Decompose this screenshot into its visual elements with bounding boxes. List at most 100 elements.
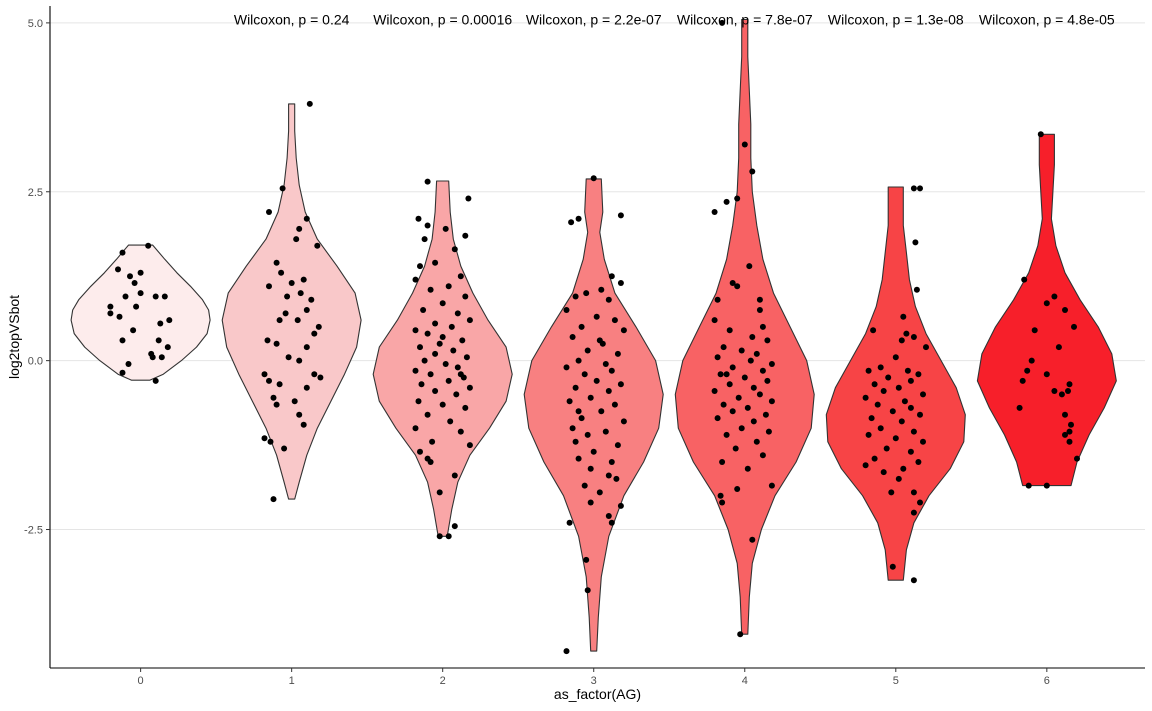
data-point [862, 394, 869, 401]
data-point [300, 421, 307, 428]
y-tick-label: 2.5 [28, 187, 43, 199]
data-point [412, 425, 419, 432]
data-point [578, 415, 585, 422]
wilcoxon-annotation: Wilcoxon, p = 0.24 [234, 12, 350, 28]
data-point [267, 438, 274, 445]
data-point [457, 428, 464, 435]
data-point [1058, 391, 1065, 398]
data-point [152, 293, 159, 300]
data-point [762, 411, 769, 418]
data-point [583, 556, 590, 563]
data-point [714, 415, 721, 422]
data-point [880, 388, 887, 394]
data-point [432, 388, 439, 394]
data-point [581, 482, 588, 489]
data-point [314, 242, 321, 249]
data-point [756, 296, 763, 303]
data-point [889, 563, 896, 570]
data-point [711, 388, 718, 394]
data-point [424, 330, 431, 337]
data-point [288, 280, 295, 286]
data-point [596, 337, 603, 344]
data-point [266, 377, 272, 384]
data-point [608, 273, 615, 280]
data-point [427, 371, 434, 378]
x-tick-label: 0 [138, 675, 144, 687]
data-point [273, 401, 280, 408]
data-point [1028, 357, 1035, 364]
data-point [119, 249, 126, 256]
data-point [119, 337, 126, 344]
jitter-points [107, 19, 1080, 655]
data-point [617, 212, 624, 219]
data-point [717, 371, 724, 378]
data-point [1066, 381, 1073, 388]
data-point [463, 354, 470, 361]
data-point [1066, 438, 1073, 445]
data-point [598, 408, 605, 415]
data-point [719, 459, 726, 465]
data-point [1024, 367, 1031, 374]
data-point [747, 357, 754, 364]
data-point [575, 408, 582, 415]
data-point [1031, 327, 1038, 334]
data-point [723, 371, 730, 378]
data-point [750, 418, 757, 425]
violin-4 [674, 18, 815, 635]
data-point [575, 455, 582, 462]
data-point [904, 367, 911, 374]
x-tick-label: 1 [289, 675, 295, 687]
data-point [895, 384, 902, 391]
data-point [303, 384, 310, 391]
data-point [602, 361, 609, 367]
data-point [279, 185, 286, 192]
data-point [303, 215, 310, 222]
data-point [119, 369, 126, 376]
data-point [462, 293, 469, 300]
data-point [436, 340, 443, 347]
data-point [744, 404, 751, 411]
data-point [750, 384, 757, 391]
data-point [587, 465, 594, 472]
data-point [910, 428, 917, 435]
data-point [605, 472, 612, 479]
data-point [155, 337, 162, 344]
data-point [303, 307, 310, 313]
data-point [741, 141, 748, 148]
data-point [300, 276, 307, 283]
data-point [759, 367, 766, 374]
data-point [457, 273, 464, 280]
data-point [611, 317, 618, 324]
wilcoxon-annotation: Wilcoxon, p = 2.2e-07 [526, 12, 662, 28]
data-point [895, 475, 902, 482]
data-point [311, 371, 318, 378]
data-point [920, 391, 926, 398]
data-point [563, 648, 570, 655]
data-point [910, 185, 917, 192]
data-point [711, 317, 718, 324]
data-point [424, 178, 431, 185]
data-point [276, 317, 283, 324]
data-point [744, 465, 751, 472]
data-point [605, 296, 612, 303]
data-point [566, 519, 573, 526]
data-point [768, 482, 775, 489]
data-point [915, 459, 922, 465]
data-point [587, 394, 594, 401]
data-point [447, 418, 454, 425]
data-point [451, 472, 458, 479]
data-point [620, 418, 627, 425]
data-point [115, 266, 121, 273]
data-point [596, 489, 603, 496]
data-point [127, 273, 133, 280]
data-point [466, 442, 473, 449]
data-point [765, 428, 772, 435]
data-point [427, 286, 434, 293]
data-point [1051, 293, 1058, 300]
x-tick-label: 2 [440, 675, 446, 687]
data-point [308, 296, 315, 303]
data-point [282, 310, 289, 317]
data-point [613, 475, 620, 482]
data-point [158, 354, 165, 361]
data-point [421, 236, 428, 243]
